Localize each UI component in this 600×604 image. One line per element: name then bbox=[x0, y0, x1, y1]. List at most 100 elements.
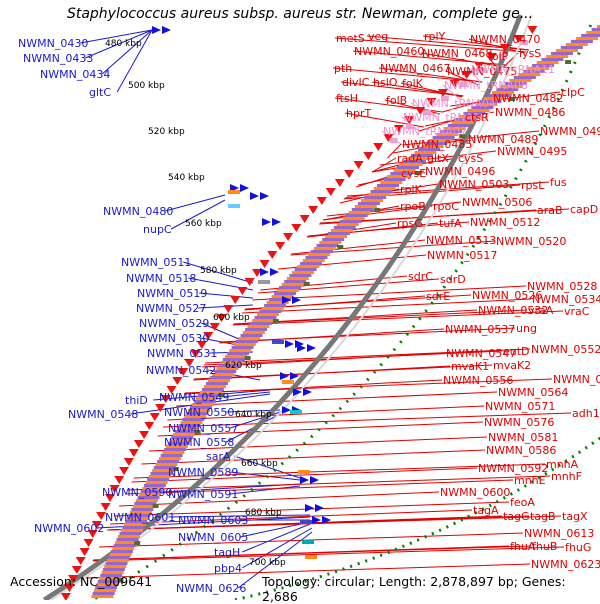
scale-tick-label: 560 kbp bbox=[185, 219, 222, 229]
right-gene-label: vraA bbox=[528, 304, 554, 317]
cog-band-segment bbox=[259, 310, 282, 313]
cog-band-segment bbox=[327, 232, 350, 235]
right-gene-label: NWMN_0537 bbox=[445, 323, 515, 336]
cog-band-segment bbox=[212, 373, 235, 376]
trna-feature bbox=[498, 54, 507, 59]
right-leader-line bbox=[233, 309, 528, 325]
cog-band-segment bbox=[134, 502, 157, 505]
reverse-gene-arrow bbox=[237, 287, 248, 295]
reverse-gene-arrow bbox=[461, 71, 472, 79]
left-leader-line bbox=[116, 29, 153, 93]
forward-gene-arrow bbox=[285, 340, 294, 348]
cog-band-segment bbox=[536, 61, 559, 64]
left-gene-label: NWMN_0542 bbox=[146, 364, 216, 377]
cog-band-segment bbox=[147, 478, 170, 481]
cog-band-segment bbox=[546, 55, 569, 58]
forward-gene-arrow bbox=[272, 218, 281, 226]
right-gene-label: NWMN_0532 bbox=[478, 304, 548, 317]
left-leader-line bbox=[230, 485, 301, 495]
forward-gene-arrow bbox=[312, 516, 321, 524]
right-leader-line bbox=[332, 67, 483, 83]
cog-band-segment bbox=[487, 94, 510, 97]
left-gene-label: NWMN_0549 bbox=[159, 391, 229, 404]
right-gene-label: fus bbox=[550, 176, 567, 189]
cog-band-segment bbox=[140, 490, 163, 493]
right-gene-label: rpsG bbox=[397, 217, 423, 230]
cog-band-segment bbox=[240, 334, 263, 337]
cog-band-segment bbox=[308, 253, 331, 256]
forward-gene-arrow bbox=[300, 476, 309, 484]
cog-band-segment bbox=[475, 103, 498, 106]
right-gene-label: NWMN_0467 bbox=[380, 62, 450, 75]
right-gene-label: vraC bbox=[564, 305, 590, 318]
right-leader-line bbox=[133, 463, 546, 479]
right-gene-label: NWMN_0512 bbox=[470, 216, 540, 229]
right-gene-label: NWMN_0564 bbox=[498, 386, 568, 399]
cog-band-segment bbox=[186, 412, 209, 415]
cog-band-segment bbox=[129, 511, 152, 514]
right-gene-label: gltX bbox=[427, 152, 449, 165]
right-gene-label: NWMN_0489 bbox=[468, 133, 538, 146]
cog-band-segment bbox=[178, 424, 201, 427]
band-mark bbox=[218, 393, 225, 397]
right-leader-line bbox=[141, 449, 486, 465]
reverse-gene-arrow bbox=[230, 296, 241, 304]
forward-gene-arrow bbox=[293, 388, 302, 396]
left-gene-label: NWMN_0558 bbox=[164, 436, 234, 449]
cog-band-segment bbox=[131, 508, 154, 511]
left-gene-label: NWMN_0531 bbox=[147, 347, 217, 360]
band-mark bbox=[272, 319, 279, 323]
right-gene-label: tagB bbox=[530, 510, 556, 523]
scale-tick-label: 700 kbp bbox=[249, 558, 286, 568]
forward-gene-arrow bbox=[260, 192, 269, 200]
right-gene-label: NWMN_0623 bbox=[531, 558, 600, 571]
cog-band-segment bbox=[560, 46, 583, 49]
forward-gene-arrow bbox=[240, 184, 249, 192]
forward-gene-arrow bbox=[307, 344, 316, 352]
cog-band-segment bbox=[191, 403, 214, 406]
right-gene-label: metS bbox=[336, 32, 365, 45]
forward-gene-block bbox=[258, 280, 270, 284]
forward-gene-arrow bbox=[152, 26, 161, 34]
cog-band-segment bbox=[247, 325, 270, 328]
cog-band-segment bbox=[224, 355, 247, 358]
right-gene-label: rpoB bbox=[400, 200, 426, 213]
cog-band-segment bbox=[397, 166, 420, 169]
cog-band-segment bbox=[274, 292, 297, 295]
cog-band-segment bbox=[261, 307, 284, 310]
cog-band-segment bbox=[597, 25, 600, 28]
scale-tick-label: 540 kbp bbox=[168, 173, 205, 183]
cog-band-segment bbox=[361, 199, 384, 202]
right-gene-label: NWMN_0506 bbox=[462, 196, 532, 209]
cog-band-segment bbox=[380, 181, 403, 184]
right-gene-label: mnhA bbox=[546, 458, 579, 471]
left-gene-label: sarA bbox=[206, 450, 231, 463]
cog-band-segment bbox=[436, 133, 459, 136]
band-mark bbox=[117, 578, 124, 582]
cog-band-segment bbox=[294, 268, 317, 271]
cog-band-segment bbox=[425, 142, 448, 145]
left-gene-label: gltC bbox=[89, 86, 111, 99]
right-leader-line bbox=[422, 35, 530, 51]
reverse-gene-arrow bbox=[114, 476, 125, 484]
cog-band-segment bbox=[286, 277, 309, 280]
cog-band-segment bbox=[342, 217, 365, 220]
left-leader-line bbox=[101, 29, 153, 75]
scale-tick-label: 620 kbp bbox=[225, 361, 262, 371]
cog-band-segment bbox=[421, 145, 444, 148]
right-gene-label: fhuG bbox=[565, 541, 591, 554]
left-leader-line bbox=[237, 531, 313, 589]
cog-band-segment bbox=[95, 586, 118, 589]
cog-band-segment bbox=[220, 361, 243, 364]
right-leader-line bbox=[252, 285, 527, 301]
cog-band-segment bbox=[162, 451, 185, 454]
cog-band-segment bbox=[292, 271, 315, 274]
cog-band-segment bbox=[336, 223, 359, 226]
right-gene-label: NWMN_0493 bbox=[540, 125, 600, 138]
cog-band-segment bbox=[305, 256, 328, 259]
cog-band-segment bbox=[108, 556, 131, 559]
right-gene-label: NWMN_0495 bbox=[497, 145, 567, 158]
cog-band-segment bbox=[188, 409, 211, 412]
cog-band-segment bbox=[190, 406, 213, 409]
